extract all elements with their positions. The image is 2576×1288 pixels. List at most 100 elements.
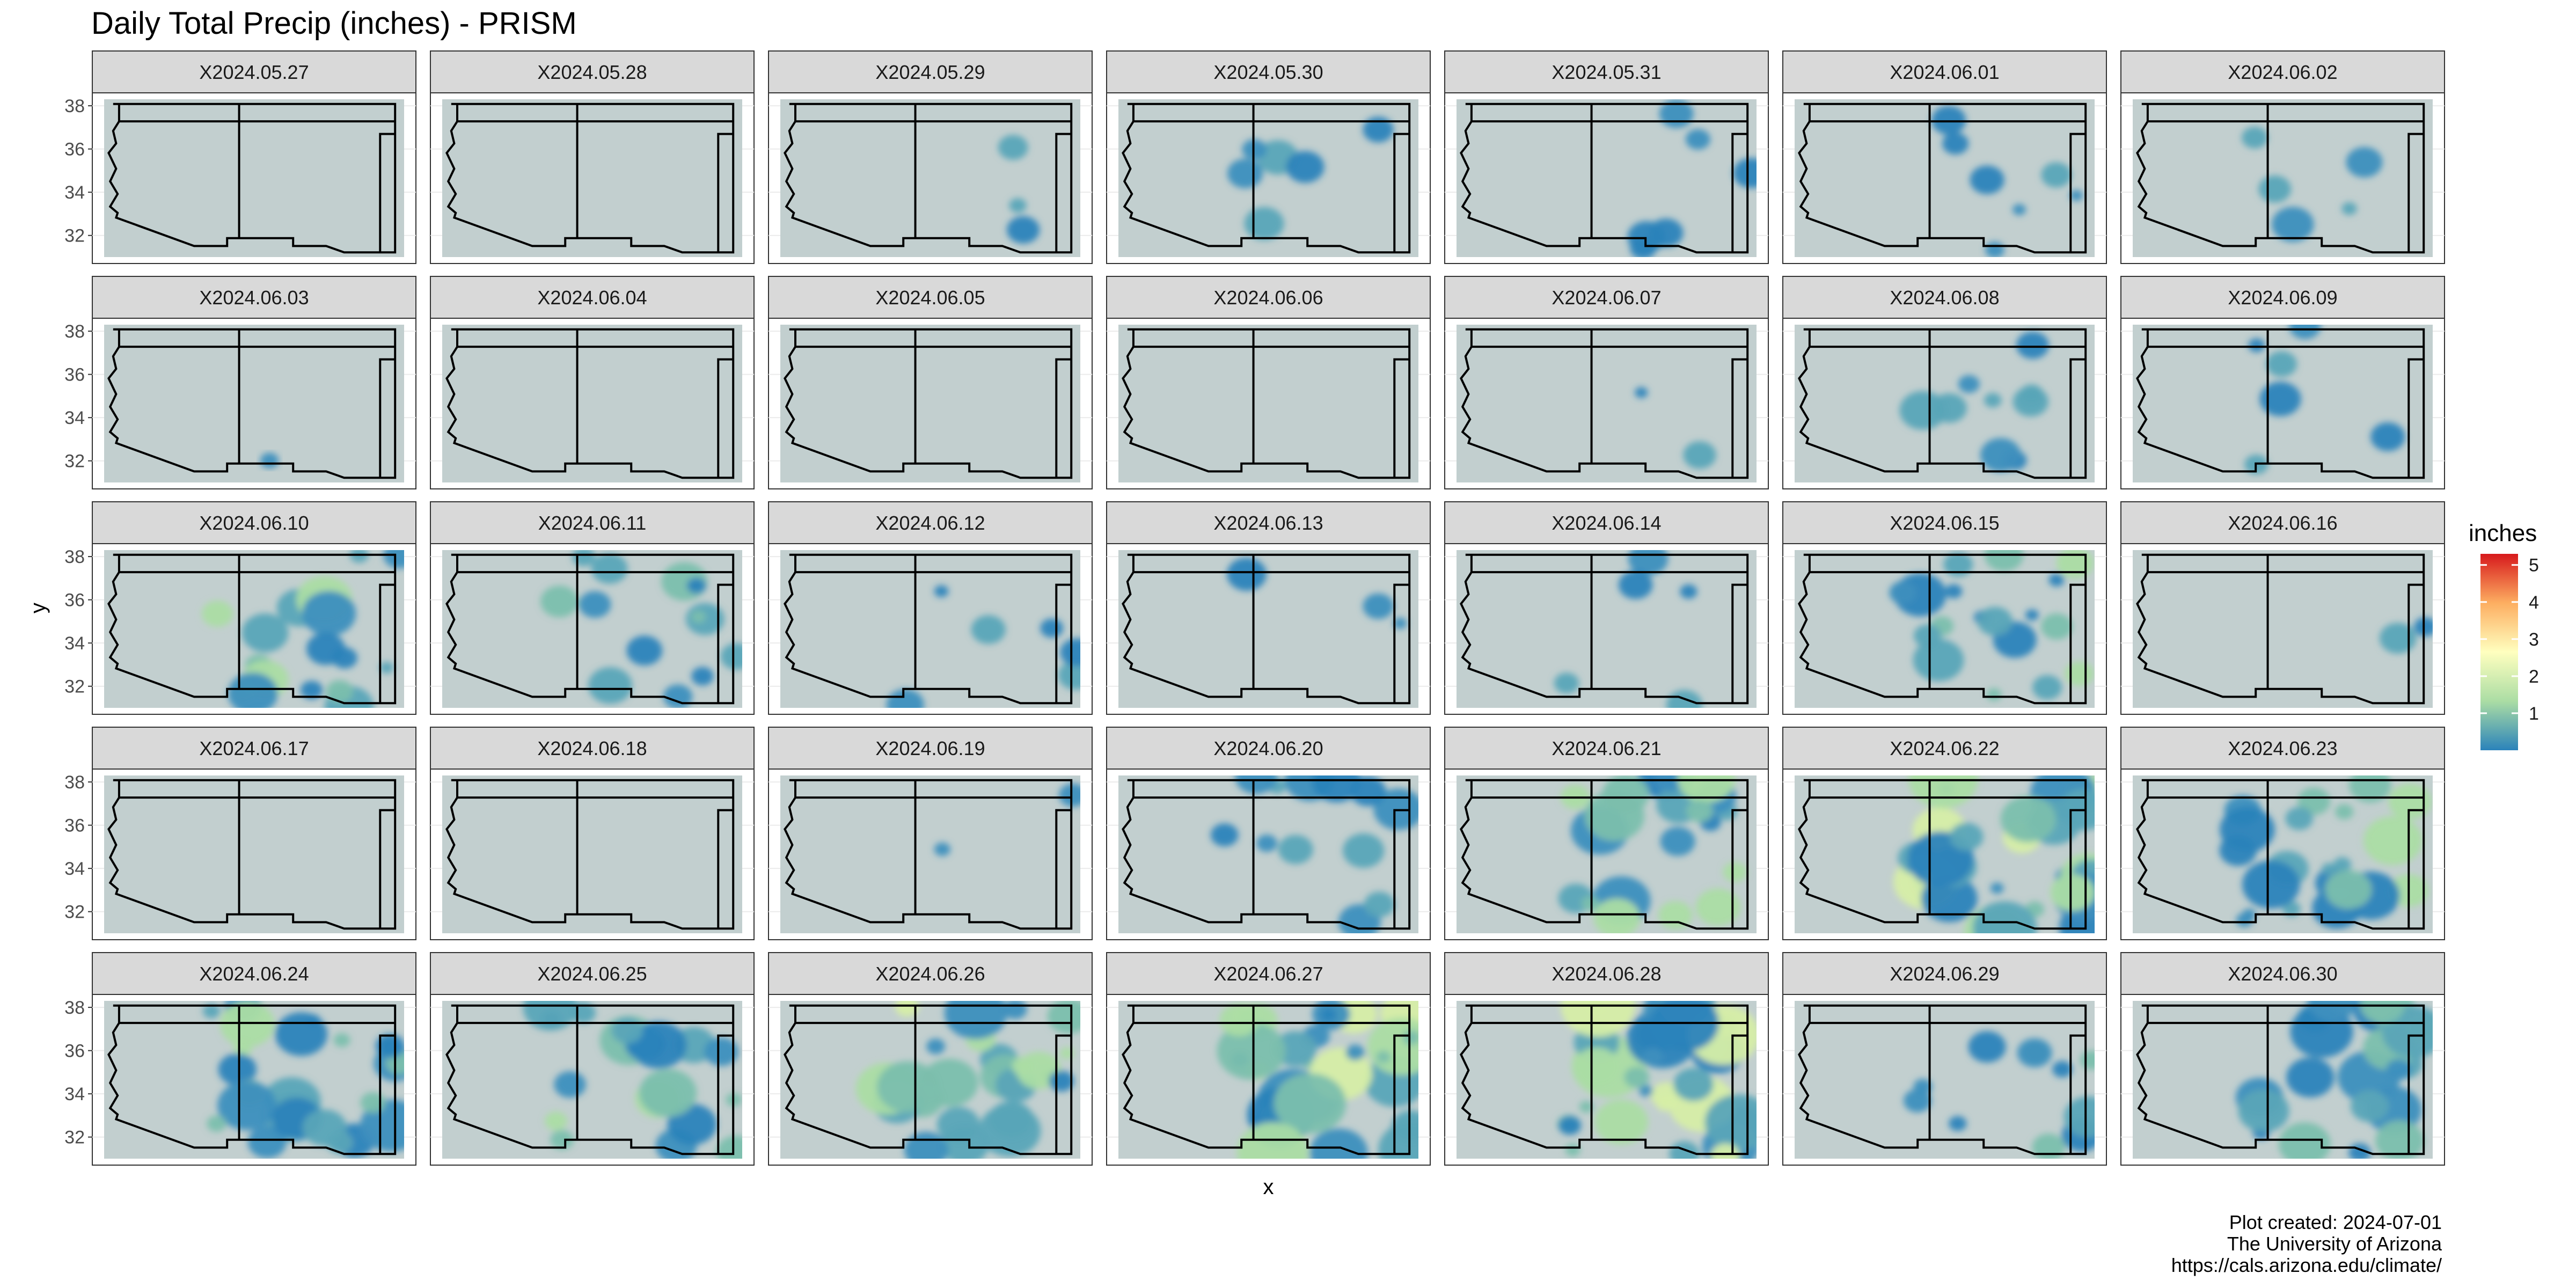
y-tick-label: 36 [64,365,85,385]
facet-strip [1106,727,1431,770]
precip-blob [379,662,394,674]
precip-blob [1059,783,1080,807]
precip-blob [1889,581,1917,604]
state-border-east [1393,133,1410,253]
facet-strip [1106,276,1431,319]
precip-blob [2065,661,2094,686]
facet-panel: X2024.06.29 [1782,952,2107,1166]
precip-blob [1628,550,1668,576]
facet-strip-label: X2024.06.20 [1213,737,1323,759]
facet-panel: X2024.06.03 32 34 36 38 [64,276,416,489]
precip-blob [2242,127,2268,149]
precip-blob [1666,690,1703,708]
facet-strip-label: X2024.06.18 [537,737,647,759]
precip-blob [2032,675,2062,700]
precip-layer [1227,558,1407,630]
precip-blob [1227,158,1263,188]
precip-blob [1274,1073,1346,1134]
facet-strip-label: X2024.06.13 [1213,512,1323,534]
state-outline [445,1004,735,1155]
precip-blob [2322,862,2336,875]
precip-blob [1695,888,1741,926]
state-border-east [1055,133,1072,253]
precip-blob [2379,623,2417,654]
precip-blob [2285,807,2314,830]
facet-panel: X2024.05.30 [1106,50,1431,264]
precip-blob [1673,1067,1714,1101]
state-border-east [379,583,396,704]
state-border-east [1055,1034,1072,1154]
precip-blob [1219,1004,1258,1036]
precip-layer [855,1001,1080,1159]
state-border-east [2407,358,2424,478]
state-outline [107,103,397,254]
chart-title: Daily Total Precip (inches) - PRISM [91,6,577,41]
state-outline [2136,553,2425,705]
precip-blob [579,591,611,618]
precip-blob [219,1001,275,1047]
precip-blob [2242,860,2300,909]
precip-blob [1913,639,1964,682]
precip-blob [241,613,289,653]
facet-panel: X2024.06.28 [1444,952,1769,1166]
precip-blob [1007,216,1040,244]
state-outline [107,779,397,930]
precip-blob [1217,1022,1286,1080]
precip-blob [1579,1101,1594,1113]
x-axis-title: x [1263,1175,1274,1199]
precip-blob [1402,1030,1418,1045]
land-area [104,325,404,482]
facet-strip-label: X2024.06.11 [538,512,647,534]
state-border-east [2069,1034,2086,1154]
facet-strip-label: X2024.06.28 [1552,963,1661,985]
facet-strip [1782,50,2107,93]
precip-blob [1630,237,1656,257]
precip-blob [1561,1001,1635,1037]
precip-blob [886,689,924,708]
precip-blob [1309,1128,1368,1159]
state-outline [1460,553,1749,705]
precip-blob [1210,823,1239,847]
facet-strip-label: X2024.05.30 [1213,61,1323,83]
precip-blob [1573,1047,1620,1087]
y-tick-label: 36 [64,1041,85,1062]
precip-blob [691,667,714,686]
precip-blob [1986,688,2002,701]
facet-strip [2120,952,2445,995]
precip-blob [2048,573,2065,587]
state-border-east [1393,1034,1410,1154]
precip-blob [1985,241,2005,257]
y-tick-label: 34 [64,408,85,428]
facet-panel: X2024.06.26 [768,952,1093,1166]
precip-blob [1227,558,1267,591]
state-border-east [1393,583,1410,704]
caption-line-url: https://cals.arizona.edu/climate/ [2171,1254,2442,1276]
state-border-east [1393,809,1410,929]
facet-panel: X2024.05.29 [768,50,1093,264]
precip-blob [1593,898,1641,933]
precip-layer [1889,550,2094,701]
precip-blob [201,601,233,627]
precip-blob [691,611,706,623]
precip-blob [326,680,354,703]
facet-strip-label: X2024.06.19 [875,737,985,759]
precip-blob [1650,1001,1719,1052]
state-outline [1798,553,2087,705]
facet-strip-label: X2024.06.25 [537,963,647,985]
y-tick-label: 32 [64,451,85,472]
facet-strip-label: X2024.06.15 [1890,512,1999,534]
precip-layer [1931,106,2083,257]
precip-blob [1312,775,1362,803]
facet-panel: X2024.06.15 [1782,501,2107,715]
state-border-east [1731,358,1748,478]
legend-tick-label: 2 [2529,667,2539,687]
legend-colorbar [2480,554,2518,750]
precip-blob [1733,158,1757,188]
state-border-east [1731,583,1748,704]
facet-panel: X2024.06.01 [1782,50,2107,264]
precip-blob [1009,198,1027,213]
state-border-east [2407,133,2424,253]
land-area [104,99,404,257]
y-tick-label: 36 [64,816,85,836]
